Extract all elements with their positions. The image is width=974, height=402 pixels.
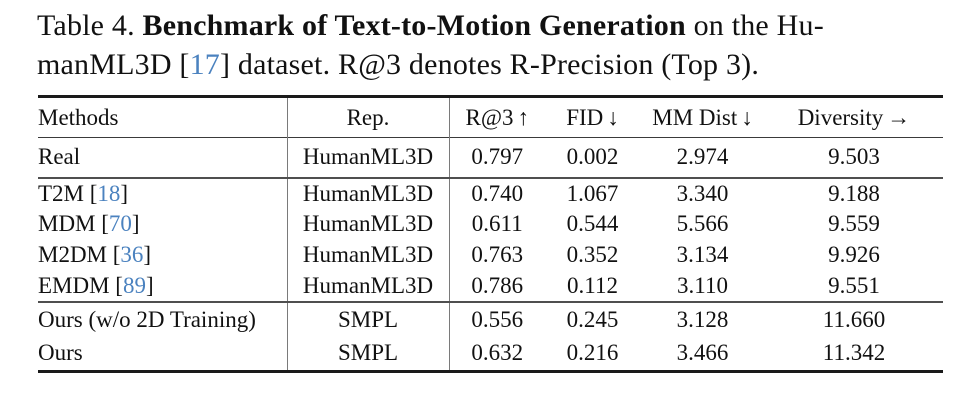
column-header-r3-label: R@3 [465, 104, 514, 130]
cell-fid: 0.112 [567, 272, 618, 298]
method-name: MDM [ [38, 211, 109, 236]
cell-rep: HumanML3D [287, 208, 450, 240]
method-name: Real [38, 144, 81, 170]
column-header-mmdist: MM Dist ↓ [640, 97, 765, 138]
column-header-diversity-label: Diversity [797, 104, 884, 130]
method-name-close: ] [143, 242, 152, 267]
column-header-methods: Methods [38, 96, 288, 138]
cell-method: Real [38, 137, 288, 178]
table-header-row: Methods Rep. R@3 ↑ FID ↓ MM Dist ↓ Diversit… [38, 96, 943, 138]
table-row-ours: Ours SMPL 0.632 0.216 3.466 11.342 [38, 336, 943, 372]
cell-mmdist: 3.466 [676, 340, 729, 366]
caption-table-number: Table 4. [37, 9, 143, 42]
column-header-methods-label: Methods [38, 104, 119, 130]
column-header-fid-label: FID [566, 104, 604, 130]
table-caption: Table 4. Benchmark of Text-to-Motion Gen… [37, 6, 967, 84]
cell-fid: 0.245 [566, 306, 619, 332]
cell-diversity: 9.503 [828, 144, 880, 170]
cell-diversity: 9.926 [828, 242, 880, 267]
cell-method: M2DM [36] [38, 239, 288, 271]
cell-diversity: 9.188 [828, 180, 880, 206]
cell-r3: 0.556 [471, 306, 524, 332]
method-name: T2M [ [38, 180, 98, 206]
cell-diversity: 9.559 [828, 211, 880, 236]
method-name: Ours [38, 340, 83, 366]
cell-r3: 0.763 [471, 242, 524, 267]
cell-fid: 0.002 [566, 144, 619, 170]
down-arrow-icon: ↓ [607, 104, 619, 130]
right-arrow-icon: → [887, 104, 911, 130]
citation-link-89[interactable]: 89 [122, 272, 146, 298]
cell-r3: 0.786 [471, 272, 524, 298]
cell-mmdist: 5.566 [676, 211, 729, 236]
column-header-rep: Rep. [287, 96, 450, 138]
cell-mmdist: 3.128 [676, 306, 729, 332]
cell-method: MDM [70] [38, 208, 288, 240]
citation-link-36[interactable]: 36 [120, 242, 144, 267]
cell-mmdist: 3.340 [676, 180, 729, 206]
method-name-close: ] [145, 272, 154, 298]
cell-method: EMDM [89] [38, 270, 288, 302]
cell-fid: 0.544 [566, 211, 619, 236]
cell-mmdist: 2.974 [676, 144, 729, 170]
caption-bold-title: Benchmark of Text-to-Motion Generation [142, 9, 686, 42]
column-header-rep-label: Rep. [346, 104, 390, 130]
up-arrow-icon: ↑ [517, 104, 530, 130]
table-row-mdm: MDM [70] HumanML3D 0.611 0.544 5.566 9.5… [38, 208, 943, 240]
cell-r3: 0.797 [471, 144, 524, 170]
table-row-real: Real HumanML3D 0.797 0.002 2.974 9.503 [38, 137, 943, 178]
cell-diversity: 11.660 [822, 306, 886, 332]
citation-link-18[interactable]: 18 [97, 180, 121, 206]
cell-method: Ours (w/o 2D Training) [38, 301, 288, 337]
caption-line2-tail: ] dataset. R@3 denotes R-Precision (Top … [220, 48, 760, 81]
method-name: Ours (w/o 2D Training) [38, 306, 256, 332]
table-row-m2dm: M2DM [36] HumanML3D 0.763 0.352 3.134 9.… [38, 239, 943, 271]
down-arrow-icon: ↓ [741, 104, 753, 130]
citation-link-17[interactable]: 17 [189, 48, 221, 81]
cell-r3: 0.740 [471, 180, 524, 206]
cell-r3: 0.611 [471, 211, 523, 236]
method-name-close: ] [131, 211, 140, 236]
table-row-t2m: T2M [18] HumanML3D 0.740 1.067 3.340 9.1… [38, 177, 943, 209]
column-header-diversity: Diversity → [765, 97, 943, 138]
benchmark-table: Methods Rep. R@3 ↑ FID ↓ MM Dist ↓ Diversit… [38, 95, 943, 373]
column-header-fid: FID ↓ [545, 97, 640, 138]
cell-fid: 0.352 [566, 242, 619, 267]
method-name: EMDM [ [38, 272, 123, 298]
cell-rep: HumanML3D [287, 270, 450, 302]
cell-rep: HumanML3D [287, 177, 450, 209]
column-header-r3: R@3 ↑ [449, 97, 545, 138]
caption-line1-tail: on the Hu- [685, 9, 824, 42]
cell-method: Ours [38, 336, 288, 372]
cell-rep: HumanML3D [287, 137, 450, 178]
table-row-ours-wo-2d: Ours (w/o 2D Training) SMPL 0.556 0.245 … [38, 301, 943, 337]
cell-r3: 0.632 [471, 340, 524, 366]
method-name-close: ] [120, 180, 129, 206]
citation-link-70[interactable]: 70 [108, 211, 132, 236]
cell-mmdist: 3.134 [676, 242, 729, 267]
cell-mmdist: 3.110 [677, 272, 728, 298]
caption-line-2: manML3D [17] dataset. R@3 denotes R-Prec… [37, 45, 967, 84]
caption-line-1: Table 4. Benchmark of Text-to-Motion Gen… [37, 6, 967, 45]
cell-fid: 0.216 [566, 340, 619, 366]
cell-rep: SMPL [287, 336, 450, 372]
cell-fid: 1.067 [566, 180, 619, 206]
column-header-mmdist-label: MM Dist [652, 104, 738, 130]
table-row-emdm: EMDM [89] HumanML3D 0.786 0.112 3.110 9.… [38, 270, 943, 302]
cell-rep: HumanML3D [287, 239, 450, 271]
caption-line2-head: manML3D [ [37, 48, 190, 81]
cell-diversity: 11.342 [822, 340, 886, 366]
cell-rep: SMPL [287, 301, 450, 337]
cell-method: T2M [18] [38, 177, 288, 209]
method-name: M2DM [ [38, 242, 121, 267]
cell-diversity: 9.551 [828, 272, 880, 298]
